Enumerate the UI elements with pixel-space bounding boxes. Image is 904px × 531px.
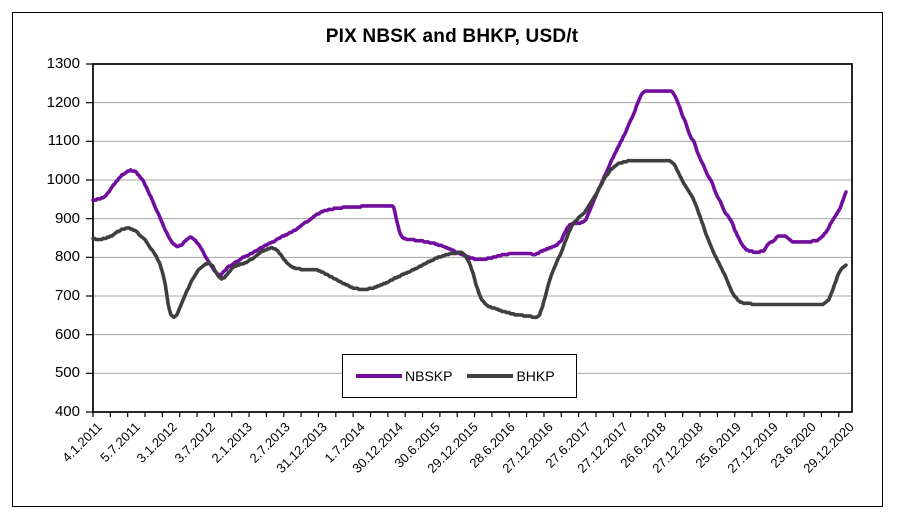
legend-label-bhkp: BHKP — [516, 368, 555, 384]
y-axis-label: 800 — [54, 248, 80, 266]
legend-label-nbskp: NBSKP — [405, 368, 453, 384]
bhkp-line — [91, 158, 848, 320]
y-axis-label: 900 — [54, 209, 80, 227]
nbskp-line — [91, 89, 848, 278]
y-axis-label: 1200 — [46, 93, 80, 111]
legend: NBSKP BHKP — [342, 354, 577, 398]
y-axis-label: 1300 — [46, 55, 80, 72]
y-axis-label: 500 — [54, 364, 80, 382]
bhkp-legend-line — [467, 374, 514, 378]
figure-border — [12, 12, 883, 507]
y-axis-label: 400 — [54, 403, 80, 420]
y-axis-label: 600 — [54, 325, 80, 343]
chart-title: PIX NBSK and BHKP, USD/t — [325, 26, 579, 47]
y-axis-label: 700 — [54, 287, 80, 304]
y-axis-label: 1000 — [46, 171, 80, 188]
y-axis-label: 1100 — [47, 132, 80, 150]
nbskp-legend-line — [356, 374, 402, 378]
